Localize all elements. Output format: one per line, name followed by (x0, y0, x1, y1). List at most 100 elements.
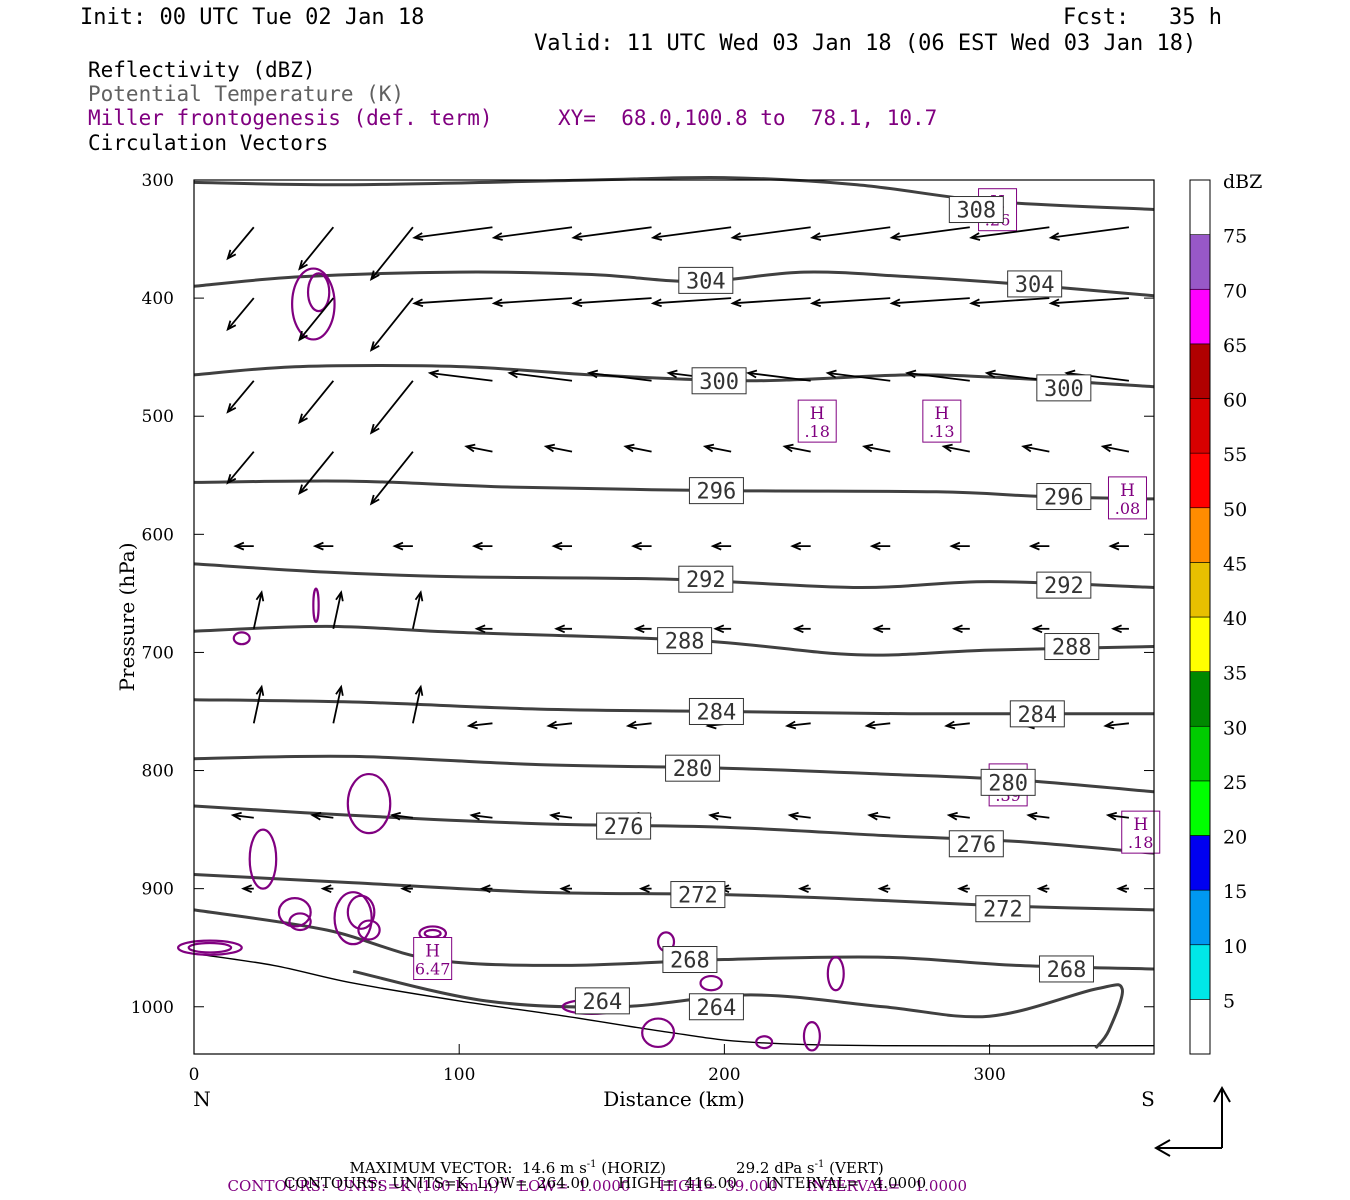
vector-head (414, 590, 424, 602)
colorbar-segment (1189, 288, 1211, 345)
circulation-vector (412, 297, 493, 308)
vector-head (825, 369, 837, 379)
vector-head (951, 624, 963, 634)
circulation-vector (298, 226, 335, 271)
vector-shaft (370, 451, 414, 505)
vector-head (623, 443, 635, 453)
fronto-max-box (922, 399, 962, 443)
legend-theta: Potential Temperature (K) (88, 82, 405, 106)
theta-label-box (1044, 633, 1100, 661)
circulation-vector (784, 720, 811, 730)
theta-label-box (1036, 374, 1092, 402)
vector-head (310, 811, 322, 821)
vector-shaft (429, 372, 493, 382)
fronto-max-value: 6.47 (415, 960, 451, 979)
vector-shaft (412, 592, 422, 629)
vector-head (255, 684, 265, 696)
y-axis-label: Pressure (hPa) (115, 543, 139, 692)
vector-shaft (827, 372, 891, 382)
vector-head (543, 443, 556, 453)
vector-head (730, 232, 742, 241)
vector-shaft (732, 226, 811, 239)
circulation-vector (633, 624, 652, 634)
circulation-vector (332, 684, 344, 724)
vector-head (298, 413, 308, 425)
circulation-vector (969, 297, 1050, 308)
colorbar-segment (1189, 452, 1211, 509)
theta-contour-268 (193, 908, 1155, 971)
vector-head (507, 369, 519, 379)
vector-head (872, 624, 884, 634)
circulation-vector (230, 811, 254, 821)
vector-head (412, 232, 424, 241)
colorbar: 5 10 15 20 25 30 35 40 45 50 55 60 65 70 75 dBZ (1189, 171, 1262, 1055)
contour-labels: 308 304 304 300 300 296 296 292 292 288 288 284 284 2… (574, 196, 1100, 1021)
circulation-vector (1021, 443, 1050, 453)
vector-shaft (748, 372, 811, 382)
circulation-vector (226, 297, 255, 332)
vector-head (877, 884, 889, 893)
colorbar-segment (1189, 671, 1211, 727)
circulation-vector (1105, 811, 1130, 821)
circulation-vector (233, 541, 254, 551)
circulation-vector (809, 297, 891, 308)
vector-shaft (493, 297, 573, 305)
theta-label: 304 (686, 269, 726, 294)
colorbar-tick-label: 35 (1223, 663, 1247, 685)
vector-head (1100, 443, 1112, 453)
vector-shaft (414, 226, 493, 239)
vector-head (650, 298, 662, 308)
colorbar-segment (1189, 507, 1211, 563)
y-tick-label: 1000 (131, 998, 174, 1018)
vector-head (241, 884, 253, 893)
vector-head (464, 443, 476, 453)
circulation-vector (412, 590, 424, 629)
vector-shaft (227, 297, 255, 330)
theta-label-box (975, 895, 1031, 923)
vector-shaft (787, 722, 811, 727)
theta-label: 280 (673, 757, 713, 782)
vector-head (745, 369, 758, 379)
frontogenesis-contour (755, 1035, 774, 1050)
x-axis-label: Distance (km) (603, 1087, 745, 1111)
circulation-vector (745, 369, 811, 382)
circulation-vector (1028, 541, 1050, 551)
colorbar-tick-label: 45 (1223, 553, 1247, 575)
circulation-vector (713, 624, 732, 634)
circulation-vector (869, 541, 891, 551)
circulation-vector (412, 684, 424, 724)
colorbar-tick-label: 60 (1223, 390, 1247, 412)
x-tick-label: 200 (708, 1065, 740, 1085)
theta-label-box (948, 196, 1004, 224)
circulation-vector (369, 380, 414, 435)
vector-head (1048, 298, 1060, 308)
vector-head (369, 341, 380, 352)
y-tick-label: 600 (142, 525, 174, 545)
theta-label-box (688, 697, 744, 725)
frontogenesis-contour (346, 772, 392, 835)
theta-label: 296 (697, 480, 737, 505)
vector-shaft (298, 297, 335, 341)
circulation-vector (369, 451, 414, 506)
circulation-vector (548, 811, 573, 821)
vector-head (1021, 443, 1033, 453)
vector-head (889, 298, 901, 308)
y-tick-label: 500 (142, 407, 174, 427)
fronto-max-letter: H (1120, 481, 1135, 501)
circulation-vector (787, 811, 811, 821)
colorbar-tick-label: 15 (1223, 881, 1247, 903)
colorbar-tick-label: 30 (1223, 717, 1247, 739)
circulation-vector (252, 684, 265, 724)
theta-label-box (1007, 270, 1063, 298)
vector-head (226, 473, 237, 485)
vector-head (298, 259, 308, 271)
vector-shaft (466, 445, 493, 453)
vector-shaft (471, 814, 493, 819)
legend-circulation: Circulation Vectors (88, 131, 329, 155)
theta-contour-292 (193, 562, 1155, 590)
theta-label: 272 (983, 898, 1023, 923)
theta-contour-info: CONTOURS: UNITS=K LOW= 264.00 HIGH= 416.… (284, 1174, 927, 1192)
circulation-vector (951, 624, 970, 634)
vector-shaft (784, 445, 811, 453)
vector-head (412, 298, 424, 308)
